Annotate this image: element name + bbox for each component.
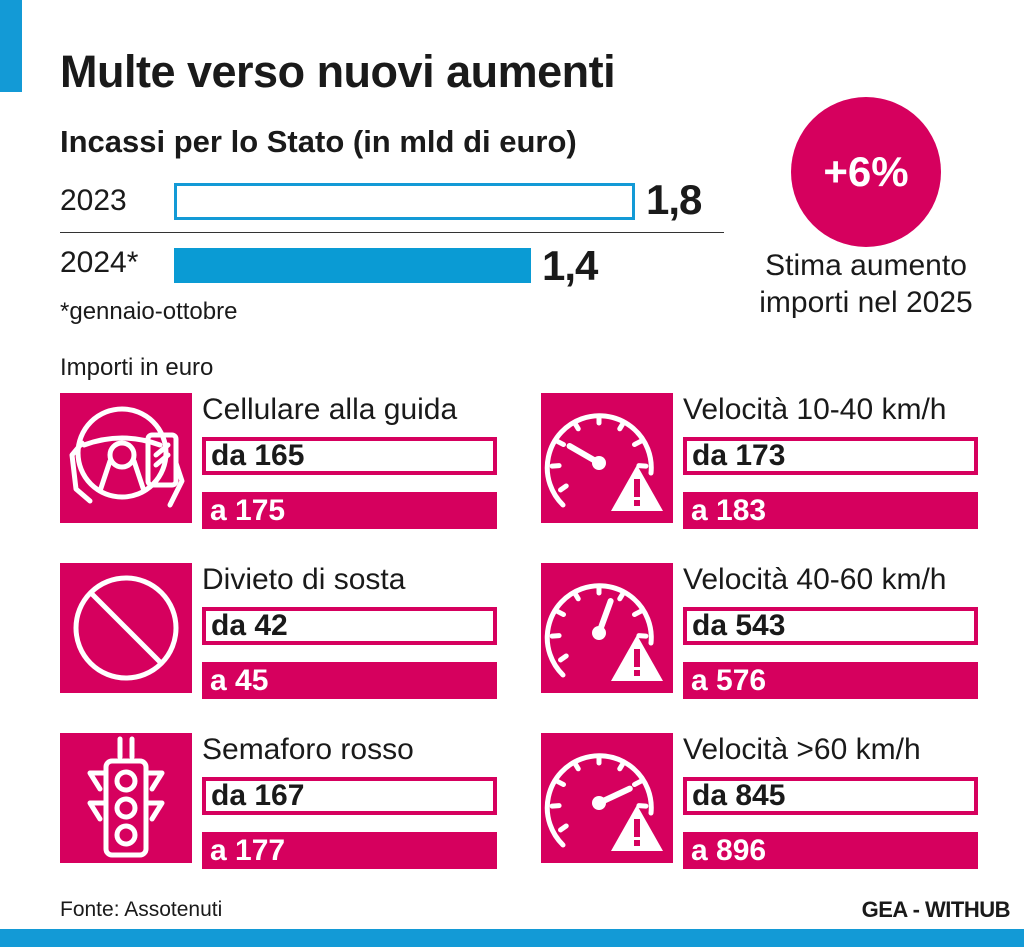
fine-label: Cellulare alla guida — [202, 393, 458, 426]
category-label-2023: 2023 — [60, 184, 127, 217]
fine-to: a 576 — [683, 662, 978, 699]
fine-label: Semaforo rosso — [202, 733, 414, 766]
fine-to: a 175 — [202, 492, 497, 529]
speedometer-high-warning-icon — [541, 733, 673, 863]
chart-note: *gennaio-ottobre — [60, 298, 238, 325]
fine-card: Velocità >60 km/h da 845 a 896 — [541, 733, 981, 869]
value-label-2023: 1,8 — [646, 176, 702, 223]
accent-bar — [0, 0, 22, 92]
steering-phone-icon — [60, 393, 192, 523]
page-title: Multe verso nuovi aumenti — [60, 46, 616, 97]
fine-to: a 183 — [683, 492, 978, 529]
traffic-light-icon — [60, 733, 192, 863]
fine-label: Velocità 40-60 km/h — [683, 563, 947, 596]
fine-label: Velocità >60 km/h — [683, 733, 921, 766]
value-label-2024: 1,4 — [542, 242, 598, 289]
chart-title: Incassi per lo Stato (in mld di euro) — [60, 124, 577, 159]
fine-card: Divieto di sosta da 42 a 45 — [60, 563, 500, 699]
fine-from: da 845 — [683, 777, 978, 815]
no-parking-icon — [60, 563, 192, 693]
fine-from: da 165 — [202, 437, 497, 475]
fine-card: Velocità 40-60 km/h da 543 a 576 — [541, 563, 981, 699]
fine-label: Divieto di sosta — [202, 563, 406, 596]
bar-2024 — [174, 248, 531, 283]
speedometer-low-warning-icon — [541, 393, 673, 523]
credit: GEA - WITHUB — [861, 897, 1011, 922]
fine-to: a 45 — [202, 662, 497, 699]
fine-from: da 173 — [683, 437, 978, 475]
badge-caption-line: Stima aumento — [765, 249, 967, 282]
divider — [60, 232, 724, 233]
speedometer-mid-warning-icon — [541, 563, 673, 693]
fine-card: Semaforo rosso da 167 a 177 — [60, 733, 500, 869]
fine-card: Velocità 10-40 km/h da 173 a 183 — [541, 393, 981, 529]
section-label: Importi in euro — [60, 354, 214, 381]
fine-from: da 42 — [202, 607, 497, 645]
bar-2023 — [174, 183, 635, 220]
fine-from: da 543 — [683, 607, 978, 645]
badge-caption: Stima aumento importi nel 2025 — [716, 247, 1016, 321]
badge-caption-line: importi nel 2025 — [759, 286, 973, 319]
fine-card: Cellulare alla guida da 165 a 175 — [60, 393, 500, 529]
fine-to: a 896 — [683, 832, 978, 869]
fine-to: a 177 — [202, 832, 497, 869]
category-label-2024: 2024* — [60, 246, 139, 279]
bottom-bar — [0, 929, 1024, 947]
fine-from: da 167 — [202, 777, 497, 815]
increase-badge: +6% — [791, 97, 941, 247]
fine-label: Velocità 10-40 km/h — [683, 393, 947, 426]
source: Fonte: Assotenuti — [60, 898, 223, 921]
